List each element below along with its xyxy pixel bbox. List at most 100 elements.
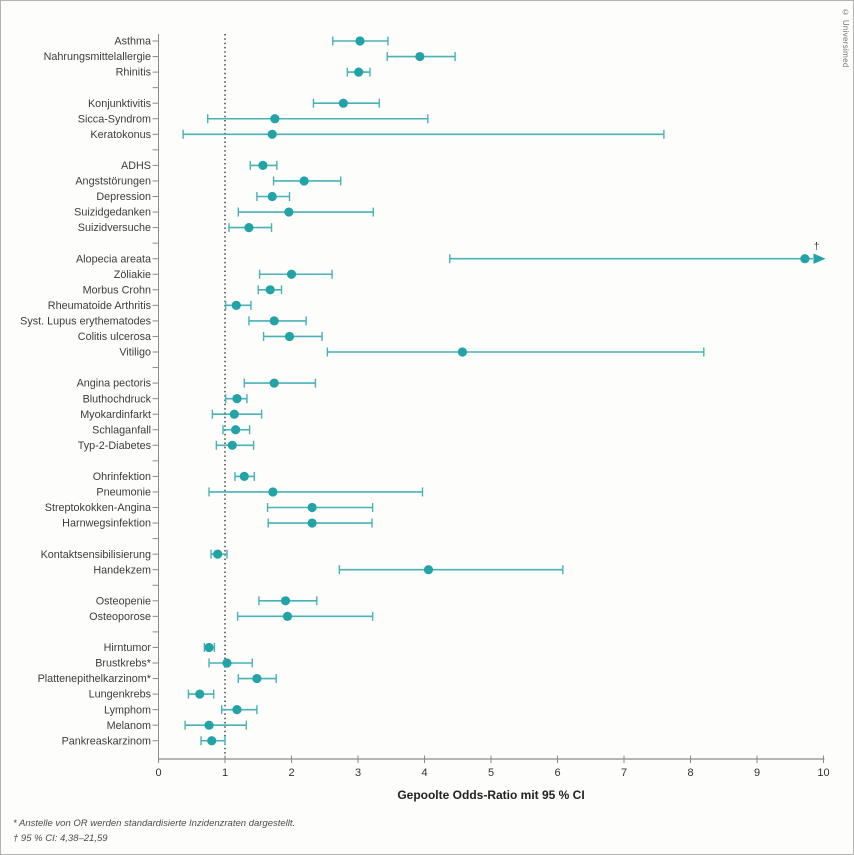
- forest-row: Rhinitis: [116, 67, 371, 79]
- or-marker: [268, 487, 278, 497]
- or-marker: [354, 67, 364, 77]
- or-marker: [800, 254, 810, 264]
- row-label: Vitiligo: [119, 347, 151, 359]
- forest-row: Kontaktsensibilisierung: [41, 549, 228, 561]
- or-marker: [195, 689, 205, 699]
- x-tick-label: 2: [288, 767, 294, 779]
- forest-row: Rheumatoide Arthritis: [48, 300, 252, 312]
- or-marker: [207, 736, 217, 746]
- row-label: Sicca-Syndrom: [78, 113, 151, 125]
- row-label: Lymphom: [104, 704, 151, 716]
- or-marker: [232, 705, 242, 715]
- or-marker: [286, 269, 297, 279]
- dagger-mark: †: [814, 242, 820, 253]
- or-marker: [204, 642, 214, 653]
- or-marker: [355, 36, 365, 46]
- forest-row: Lungenkrebs: [89, 689, 215, 701]
- row-label: Handekzem: [93, 564, 151, 576]
- row-label: Pankreaskarzinom: [62, 735, 151, 747]
- or-marker: [204, 720, 214, 730]
- forest-row: Suizidversuche: [78, 222, 273, 234]
- row-label: Nahrungsmittelallergie: [44, 51, 151, 63]
- or-marker: [244, 223, 254, 233]
- forest-row: Ohrinfektion: [93, 471, 255, 483]
- copyright-label: © Universimed: [841, 8, 850, 68]
- or-marker: [270, 114, 280, 124]
- footnotes: * Anstelle von OR werden standardisierte…: [13, 816, 295, 846]
- or-marker: [269, 316, 279, 326]
- row-label: Morbus Crohn: [83, 284, 151, 296]
- forest-row: Pneumonie: [96, 487, 424, 499]
- forest-row: Bluthochdruck: [83, 393, 248, 405]
- footnote-asterisk: * Anstelle von OR werden standardisierte…: [13, 818, 296, 829]
- forest-row: Angststörungen: [75, 176, 342, 188]
- or-marker: [423, 565, 434, 575]
- x-tick-label: 8: [687, 767, 693, 779]
- footnote-dagger: † 95 % CI: 4,38–21,59: [13, 833, 108, 844]
- row-label: Lungenkrebs: [89, 689, 152, 701]
- row-label: Melanom: [107, 720, 151, 732]
- row-label: Konjunktivitis: [88, 98, 152, 110]
- x-tick-label: 1: [222, 767, 228, 779]
- forest-row: Osteoporose: [89, 611, 374, 623]
- or-marker: [280, 596, 291, 606]
- or-marker: [338, 98, 348, 108]
- or-marker: [222, 658, 232, 668]
- row-label: Schlaganfall: [92, 424, 151, 436]
- forest-row: Vitiligo: [119, 347, 705, 359]
- forest-row: Melanom: [107, 720, 247, 732]
- forest-row: Alopecia areata †: [76, 242, 826, 265]
- forest-row: Keratokonus: [90, 129, 665, 141]
- row-label: Asthma: [114, 36, 151, 48]
- forest-row: Lymphom: [104, 704, 258, 716]
- forest-row: Osteopenie: [96, 595, 318, 607]
- or-marker: [213, 549, 223, 559]
- row-label: Angina pectoris: [77, 378, 152, 390]
- row-label: Depression: [96, 191, 151, 203]
- row-label: Suizidgedanken: [74, 207, 151, 219]
- row-label: Angststörungen: [75, 176, 151, 188]
- forest-row: Typ-2-Diabetes: [78, 440, 255, 452]
- forest-row: Harnwegsinfektion: [62, 518, 373, 530]
- forest-row: Asthma: [114, 36, 389, 48]
- row-label: Myokardinfarkt: [80, 409, 151, 421]
- or-marker: [229, 409, 239, 419]
- or-marker: [267, 191, 277, 202]
- x-tick-label: 3: [355, 767, 361, 779]
- x-tick-label: 5: [488, 767, 494, 779]
- or-marker: [284, 207, 294, 217]
- row-label: Rheumatoide Arthritis: [48, 300, 152, 312]
- row-label: Keratokonus: [90, 129, 151, 141]
- or-marker: [415, 51, 425, 62]
- or-marker: [227, 440, 237, 450]
- row-label: Colitis ulcerosa: [78, 331, 151, 343]
- forest-row: Syst. Lupus erythematodes: [20, 316, 307, 328]
- row-label: Ohrinfektion: [93, 471, 151, 483]
- forest-row: Schlaganfall: [92, 424, 251, 436]
- or-marker: [307, 518, 317, 528]
- row-label: Typ-2-Diabetes: [78, 440, 152, 452]
- row-label: Pneumonie: [96, 487, 151, 499]
- arrow-right-icon: [813, 253, 826, 264]
- forest-row: Morbus Crohn: [83, 284, 283, 296]
- x-tick-label: 0: [155, 767, 161, 779]
- forest-row: Konjunktivitis: [88, 98, 380, 110]
- or-marker: [231, 300, 241, 310]
- x-tick-label: 7: [621, 767, 627, 779]
- forest-row: Myokardinfarkt: [80, 409, 263, 421]
- forest-row: Plattenepithelkarzinom*: [38, 673, 277, 685]
- or-marker: [258, 160, 268, 170]
- row-label: Hirntumor: [104, 642, 152, 654]
- forest-row: Sicca-Syndrom: [78, 113, 429, 125]
- forest-row: Hirntumor: [104, 642, 216, 654]
- forest-row: Zöliakie: [114, 269, 333, 281]
- row-label: Brustkrebs*: [95, 658, 152, 670]
- row-label: Bluthochdruck: [83, 393, 152, 405]
- forest-row: Handekzem: [93, 564, 564, 576]
- x-tick-label: 6: [554, 767, 560, 779]
- or-marker: [232, 394, 242, 404]
- or-marker: [284, 331, 295, 342]
- row-label: ADHS: [121, 160, 151, 172]
